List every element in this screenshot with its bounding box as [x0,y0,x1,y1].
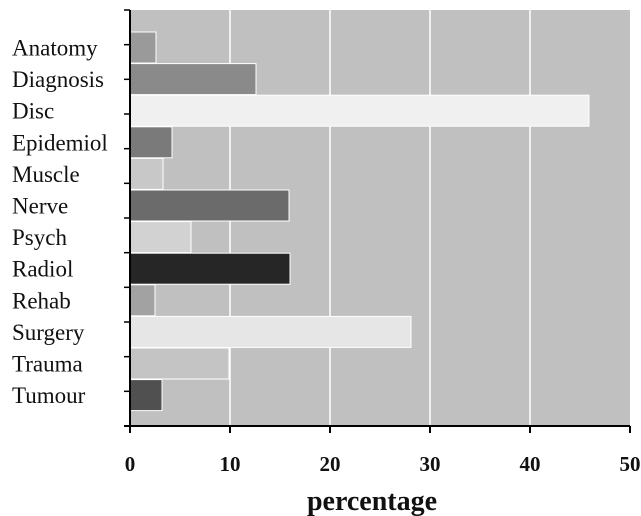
category-label: Rehab [12,288,71,313]
bar-muscle [129,157,164,190]
category-label: Trauma [12,352,83,377]
x-ticks: 0 10 20 30 40 50 [124,9,641,476]
bar-disc [129,94,590,127]
category-label: Radiol [12,257,73,282]
bar-rehab [129,284,156,317]
bar-anatomy [129,31,157,64]
category-label: Psych [12,225,67,250]
x-tick-label: 40 [520,452,541,476]
bar-nerve [129,189,290,222]
bar-epidemiol [129,126,173,159]
bar-diagnosis [129,63,257,96]
bar-psych [129,221,192,254]
category-label: Anatomy [12,36,98,61]
x-tick-label: 10 [220,452,241,476]
x-tick-label: 30 [420,452,441,476]
bar-surgery [129,315,412,348]
category-label: Diagnosis [12,67,104,92]
category-label: Surgery [12,320,85,345]
category-label: Nerve [12,194,68,219]
category-label: Muscle [12,162,80,187]
category-labels: Anatomy Diagnosis Disc Epidemiol Muscle Nerve… [12,36,108,409]
bar-radiol [129,252,291,285]
x-tick-label: 20 [320,452,341,476]
category-label: Epidemiol [12,130,108,155]
bar-tumour [129,379,163,412]
bar-trauma [129,347,230,380]
category-label: Disc [12,99,54,124]
x-tick-label: 0 [125,452,136,476]
x-axis-title: percentage [307,486,437,516]
category-label: Tumour [12,383,86,408]
x-tick-label: 50 [620,452,641,476]
bars [129,31,590,412]
